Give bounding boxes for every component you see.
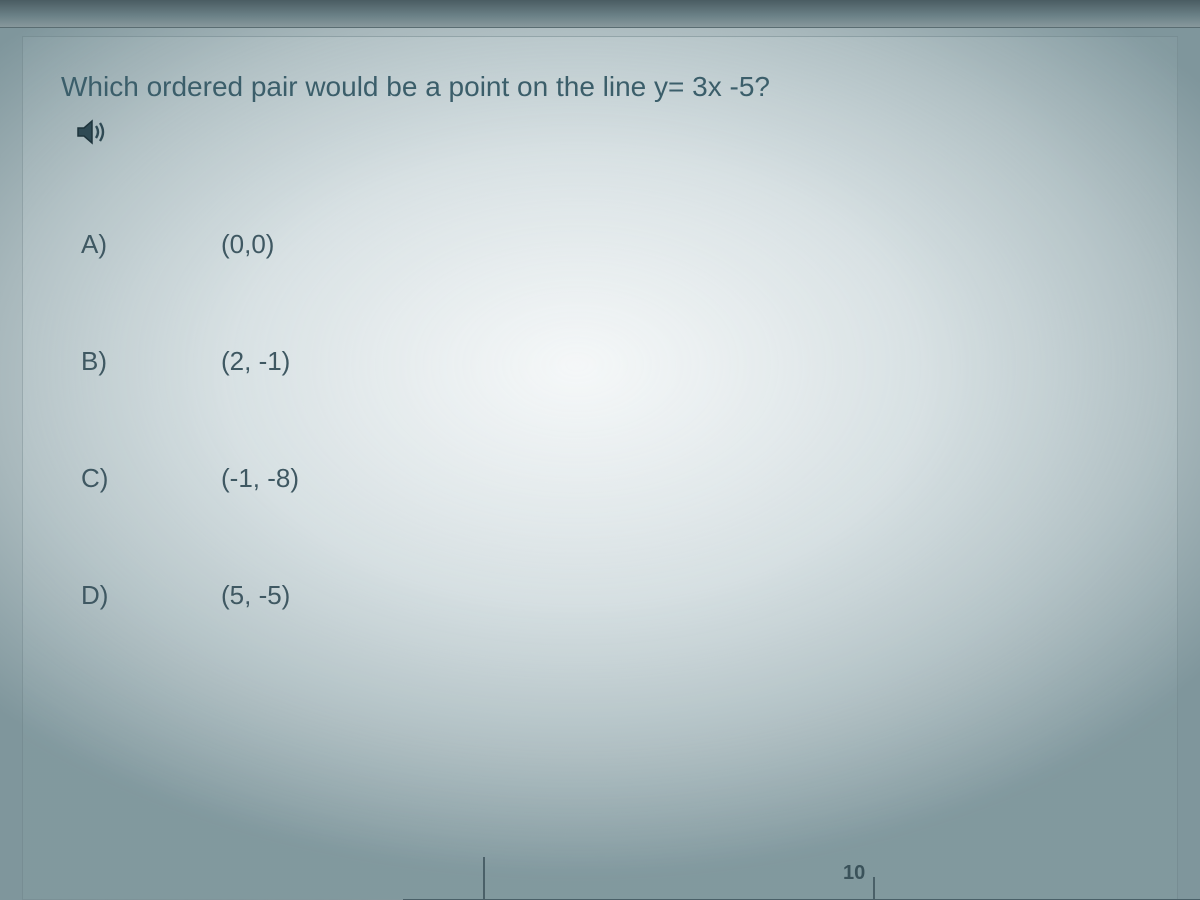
audio-row [75,117,1139,151]
axis-tick [873,877,875,900]
choice-d[interactable]: D) (5, -5) [81,580,1139,611]
question-panel: Which ordered pair would be a point on t… [22,36,1178,900]
play-audio-button[interactable] [75,117,111,147]
choice-a[interactable]: A) (0,0) [81,229,1139,260]
graph-axis-fragment: 10 [403,781,1200,900]
choice-letter: D) [81,580,221,611]
speaker-icon [76,118,110,146]
choice-text: (0,0) [221,229,274,260]
choice-b[interactable]: B) (2, -1) [81,346,1139,377]
choice-letter: C) [81,463,221,494]
choice-letter: B) [81,346,221,377]
choice-text: (5, -5) [221,580,290,611]
window-top-edge [0,0,1200,28]
question-text: Which ordered pair would be a point on t… [61,71,1139,103]
choice-text: (2, -1) [221,346,290,377]
answer-choices: A) (0,0) B) (2, -1) C) (-1, -8) D) (5, -… [81,229,1139,611]
choice-letter: A) [81,229,221,260]
axis-tick-label: 10 [843,862,865,885]
choice-text: (-1, -8) [221,463,299,494]
choice-c[interactable]: C) (-1, -8) [81,463,1139,494]
axis-vertical-tick [483,857,485,900]
